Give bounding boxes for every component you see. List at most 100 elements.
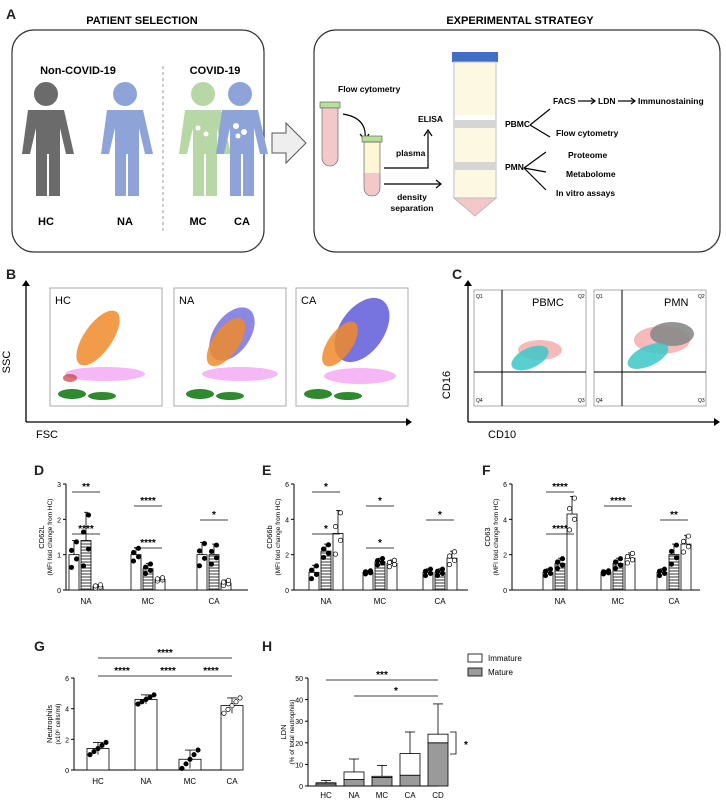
data-point [201,555,208,561]
data-point [213,555,220,561]
b-ylabel: SSC [1,351,13,374]
bar [566,513,578,591]
x-tick-label: NA [348,791,360,800]
data-point [554,565,561,571]
data-point [422,568,429,574]
data-point [135,701,141,707]
data-point [308,567,315,573]
data-point [130,549,137,556]
data-point [183,761,189,767]
separation-label: separation [391,203,434,213]
data-point [147,561,154,567]
pmn-q4: Q4 [596,398,603,404]
y-tick-label: 0 [503,588,507,595]
c-ylabel: CD16 [441,371,453,399]
blood-tube-icon [319,101,341,167]
y-axis-title: Neutrophils [45,705,54,743]
bar-immature [371,775,393,778]
panel-b-flow-plots: SSC FSC HC NA CA [1,280,412,441]
data-point [605,568,612,574]
x-tick-label: CA [404,791,416,800]
y-tick-label: 1 [57,553,61,560]
chart-panel-e: 0 2 4 6 CD66b (MFI fold change from HC) NA MC CA… [265,482,468,606]
legend-swatch-immature [467,653,483,663]
significance-star: *** [376,670,388,681]
data-point [135,554,142,560]
panel-label-c: C [452,266,463,282]
x-tick-label: MC [184,777,197,786]
x-tick-label: NA [554,597,566,606]
significance-star: * [464,740,468,751]
proteome-label: Proteome [568,150,607,160]
person-mc-icon [179,82,231,196]
data-point [196,563,203,569]
bar [134,699,158,771]
data-point [566,506,573,512]
significance-star: **** [140,496,156,507]
flow-plot-ca: CA [295,287,409,407]
significance-star: ** [670,510,678,521]
group-label-mc: MC [189,216,206,228]
bar-mature [399,774,421,787]
y-tick-label: 30 [295,719,303,726]
data-point [362,569,369,575]
panel-c-quadrant-plots: CD16 CD10 PBMC Q1 Q2 Q4 Q3 PMN Q1 Q2 Q4 … [441,280,720,441]
significance-star: * [378,538,382,549]
data-point [154,576,161,582]
data-point [201,540,208,547]
legend-label-immature: Immature [488,654,522,663]
data-point [320,554,327,561]
y-axis-title: CD62L [37,525,46,548]
data-point [221,710,227,716]
data-point [439,570,446,576]
data-point [308,576,315,582]
x-tick-label: NA [80,597,92,606]
y-tick-label: 6 [285,482,289,489]
data-point [103,739,109,745]
facs-label: FACS [553,96,576,106]
covid-label: COVID-19 [190,65,241,77]
data-point [617,562,624,568]
y-tick-label: 2 [285,553,289,560]
bar-immature [427,733,449,744]
data-point [427,570,434,576]
y-tick-label: 3 [57,482,61,489]
plasma-label: plasma [396,148,426,158]
pbmc-q1: Q1 [476,294,483,300]
data-point [68,564,75,570]
pmn-q1: Q1 [596,294,603,300]
data-point [680,538,687,544]
significance-star: * [324,482,328,493]
significance-star: **** [78,524,94,535]
y-tick-label: 2 [65,737,69,744]
y-tick-label: 20 [295,741,303,748]
legend-swatch-mature [467,667,483,677]
data-point [451,549,458,555]
y-tick-label: 6 [503,482,507,489]
x-tick-label: MC [142,597,155,606]
data-point [195,747,201,753]
quadrant-plot-pbmc: PBMC Q1 Q2 Q4 Q3 [473,289,587,407]
data-point [656,572,663,579]
data-point [337,510,344,516]
legend-label-mature: Mature [488,668,513,677]
data-point [139,699,145,705]
data-point [237,695,243,701]
data-point [434,568,441,574]
data-point [542,572,549,579]
data-point [391,562,398,568]
flow-plot-na-label: NA [179,295,195,307]
significance-star: * [438,510,442,521]
data-point [600,569,607,575]
significance-star: **** [552,524,568,535]
x-tick-label: HC [92,777,104,786]
pbmc-q2: Q2 [578,294,585,300]
data-point [386,559,393,565]
data-point [680,549,687,555]
data-point [143,696,149,703]
person-hc-icon [22,82,74,196]
y-tick-label: 2 [57,517,61,524]
data-point [73,556,80,562]
significance-star: * [394,686,398,697]
